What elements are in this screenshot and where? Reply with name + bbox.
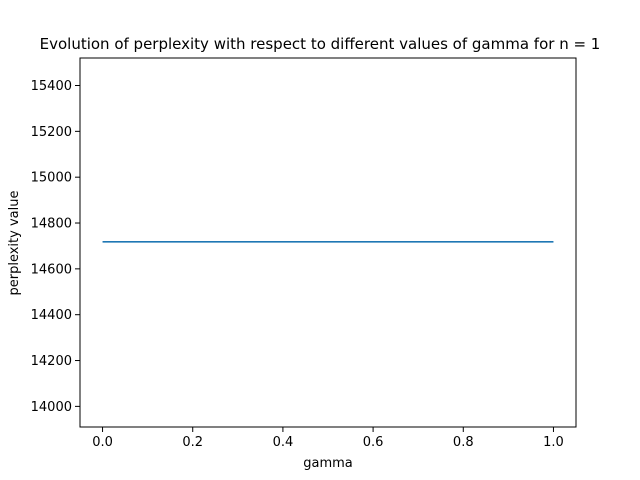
- y-axis: 14000 14200 14400 14600 14800 15000 15200 15400: [31, 79, 80, 415]
- x-axis: 0.0 0.2 0.4 0.6 0.8 1.0: [92, 427, 564, 450]
- x-tick-label: 0.4: [273, 435, 294, 450]
- y-tick-label: 15400: [31, 79, 72, 94]
- x-tick-label: 0.2: [182, 435, 203, 450]
- y-tick-label: 14400: [31, 308, 72, 323]
- x-tick-label: 0.6: [363, 435, 384, 450]
- y-tick-label: 15000: [31, 171, 72, 186]
- x-axis-label: gamma: [303, 456, 353, 471]
- plot-frame: [79, 57, 577, 428]
- y-tick-label: 15200: [31, 125, 72, 140]
- y-tick-label: 14600: [31, 262, 72, 277]
- x-tick-label: 0.0: [92, 435, 113, 450]
- y-tick-label: 14800: [31, 217, 72, 232]
- y-tick-label: 14000: [31, 400, 72, 415]
- x-tick-label: 0.8: [453, 435, 474, 450]
- y-axis-label: perplexity value: [7, 191, 22, 296]
- y-tick-label: 14200: [31, 354, 72, 369]
- chart-title: Evolution of perplexity with respect to …: [40, 35, 601, 53]
- x-tick-label: 1.0: [543, 435, 564, 450]
